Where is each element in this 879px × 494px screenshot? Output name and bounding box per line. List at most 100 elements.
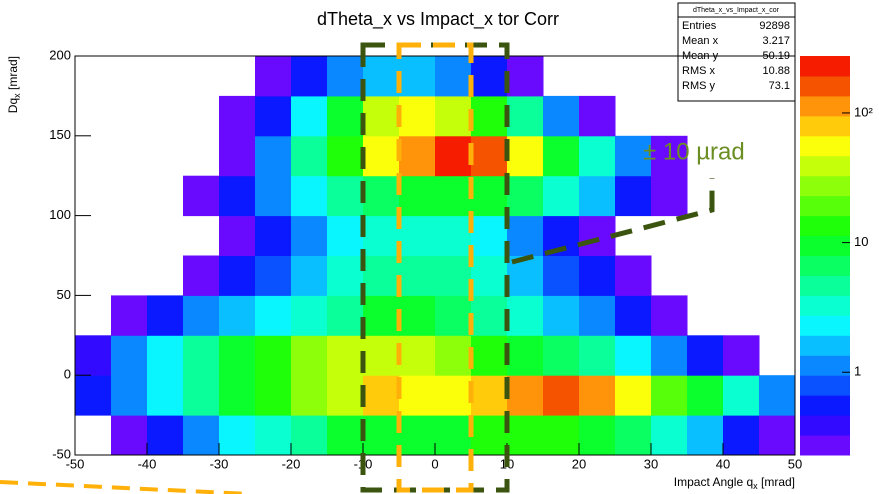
heat-cell <box>687 415 724 456</box>
heat-cell <box>543 135 580 177</box>
y-tick-label: -50 <box>52 446 71 461</box>
heat-cell <box>327 95 364 137</box>
heat-cell <box>471 215 508 256</box>
heat-cell <box>651 175 688 217</box>
heat-cell <box>543 255 580 296</box>
y-label-part: [mrad] <box>6 56 20 93</box>
heat-cell <box>183 415 220 456</box>
heat-cell <box>399 255 436 296</box>
heat-cell <box>147 375 184 416</box>
heat-cell <box>615 175 652 217</box>
heat-cell <box>399 215 436 256</box>
heat-cell <box>255 375 292 416</box>
heat-cell <box>759 375 796 416</box>
colorbar-step <box>800 175 850 197</box>
stats-value: 10.88 <box>762 65 790 77</box>
heat-cell <box>255 295 292 336</box>
heat-cell <box>543 175 580 217</box>
heat-cell <box>507 335 544 376</box>
heat-cell <box>255 95 292 137</box>
heat-cell <box>471 56 508 97</box>
heat-cell <box>363 95 400 137</box>
heat-cell <box>651 415 688 456</box>
annotation: ± 10 µrad <box>643 138 745 165</box>
colorbar-step <box>800 295 850 316</box>
heat-cell <box>435 335 472 376</box>
y-label-part: x <box>12 93 22 98</box>
heat-cell <box>219 175 256 217</box>
chart-title: dTheta_x vs Impact_x tor Corr <box>317 9 559 30</box>
heat-cell <box>111 375 148 416</box>
stats-key: RMS y <box>682 80 716 92</box>
heat-cell <box>399 375 436 416</box>
heat-cell <box>291 295 328 336</box>
heat-cell <box>327 335 364 376</box>
heat-cell <box>327 135 364 177</box>
heat-cell <box>219 95 256 137</box>
heat-cell <box>327 215 364 256</box>
heat-cell <box>291 215 328 256</box>
heat-cell <box>399 335 436 376</box>
stats-key: RMS x <box>682 65 716 77</box>
heat-cell <box>723 375 760 416</box>
x-tick-label: 0 <box>431 456 438 471</box>
heat-cell <box>579 295 616 336</box>
heat-cell <box>219 335 256 376</box>
heat-cell <box>723 415 760 456</box>
heat-cell <box>291 56 328 97</box>
y-tick-label: 0 <box>64 367 71 382</box>
heat-cell <box>399 415 436 456</box>
heat-cell <box>75 375 112 416</box>
y-label-part: Dq <box>6 98 20 113</box>
y-tick-label: 200 <box>49 47 71 62</box>
x-tick-label: -20 <box>282 456 301 471</box>
heat-cell <box>399 175 436 217</box>
heat-cell <box>291 135 328 177</box>
heat-cell <box>471 375 508 416</box>
heat-cell <box>183 375 220 416</box>
heat-cell <box>471 255 508 296</box>
heat-cell <box>507 95 544 137</box>
heat-cell <box>219 415 256 456</box>
heat-cell <box>507 175 544 217</box>
stats-name: dTheta_x_vs_Impact_x_cor <box>693 7 780 14</box>
heat-cell <box>471 415 508 456</box>
x-label-part: x <box>753 481 758 491</box>
stats-key: Mean x <box>682 35 719 47</box>
colorbar-step <box>800 95 850 117</box>
heat-cell <box>579 95 616 137</box>
x-tick-label: 40 <box>716 456 730 471</box>
heat-cell <box>615 295 652 336</box>
heat-cell <box>147 295 184 336</box>
heat-cell <box>579 415 616 456</box>
heat-cell <box>327 415 364 456</box>
x-tick-label: -50 <box>66 456 85 471</box>
y-tick-label: 100 <box>49 207 71 222</box>
heat-cell <box>471 335 508 376</box>
heat-cell <box>471 175 508 217</box>
heat-cell <box>579 175 616 217</box>
heat-cell <box>615 255 652 296</box>
heat-cell <box>111 415 148 456</box>
heat-cell <box>255 255 292 296</box>
heat-cell <box>471 295 508 336</box>
z-tick-label: 10² <box>854 104 873 119</box>
stats-key: Entries <box>682 20 717 32</box>
heat-cell <box>507 375 544 416</box>
z-tick-label: 10 <box>854 234 868 249</box>
stats-value: 73.1 <box>769 80 790 92</box>
x-tick-label: -40 <box>138 456 157 471</box>
annotation-line <box>511 178 715 265</box>
colorbar-step <box>800 155 850 177</box>
colorbar-step <box>800 415 850 436</box>
heat-cell <box>183 335 220 376</box>
heat-cell <box>291 255 328 296</box>
heat-cell <box>471 95 508 137</box>
heat-cell <box>435 135 472 177</box>
decor-line <box>0 480 251 494</box>
heat-cell <box>255 56 292 97</box>
heat-cell <box>543 95 580 137</box>
heat-cell <box>327 56 364 97</box>
heat-cell <box>111 295 148 336</box>
